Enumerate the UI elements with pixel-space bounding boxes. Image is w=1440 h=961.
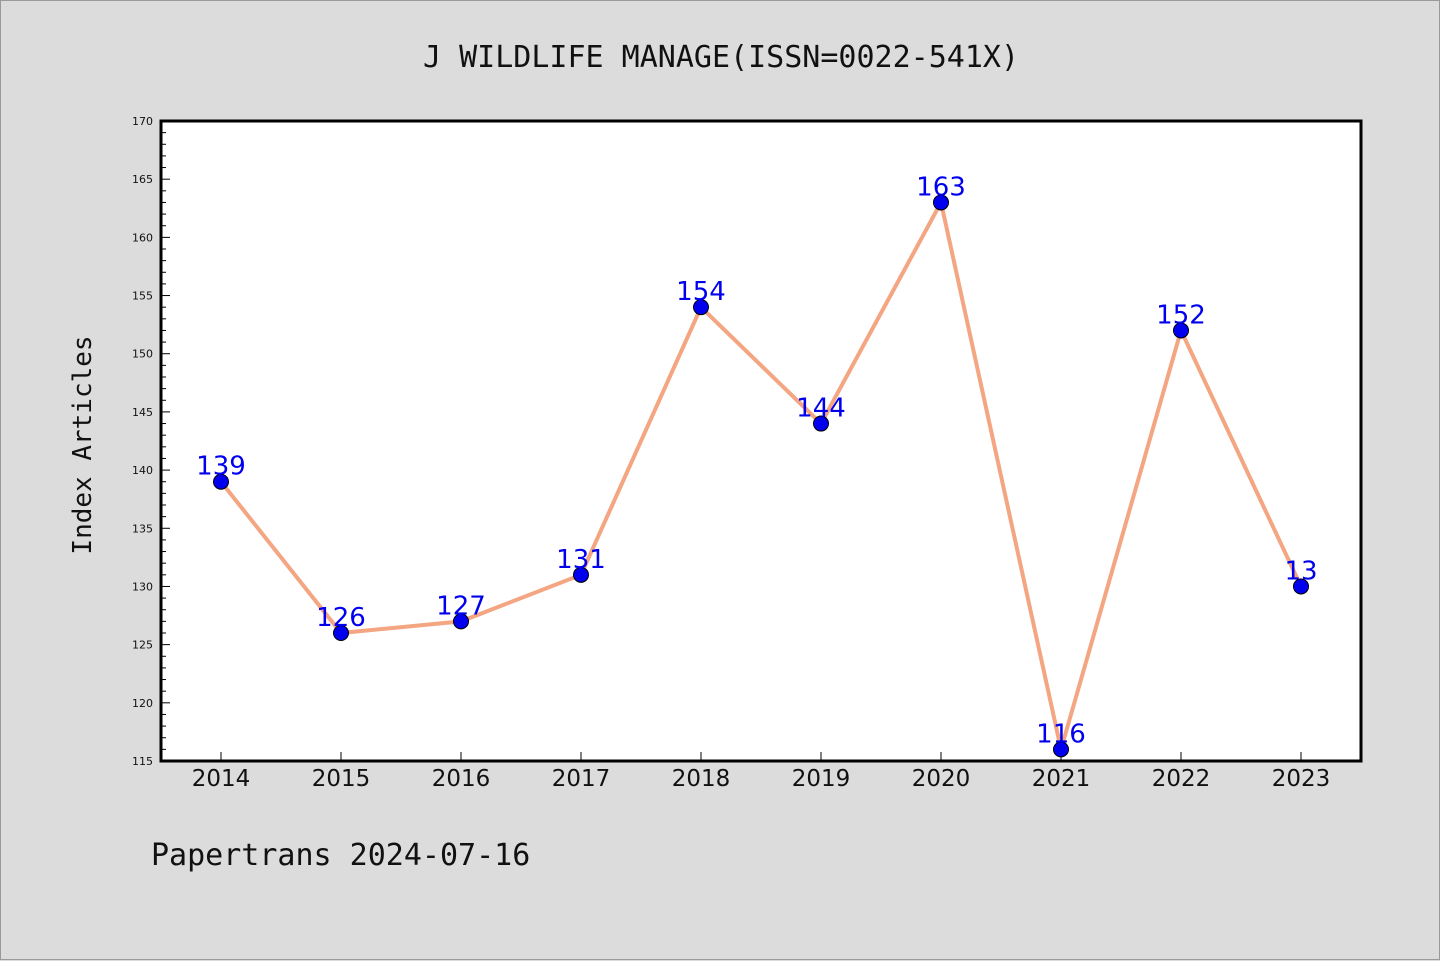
x-tick-label: 2014: [192, 766, 251, 792]
y-tick-label: 165: [132, 173, 153, 186]
data-label: 116: [1036, 719, 1086, 749]
y-tick-label: 125: [132, 639, 153, 652]
plot-area: [161, 121, 1361, 761]
x-tick-label: 2017: [552, 766, 611, 792]
data-point: [333, 625, 349, 641]
series-line-layer: [219, 196, 1303, 750]
data-point: [453, 613, 469, 630]
data-point: [933, 194, 949, 211]
data-label: 144: [796, 394, 846, 424]
y-tick-label: 120: [132, 697, 153, 710]
series-line: [219, 196, 1303, 750]
data-point: [1173, 322, 1189, 339]
y-tick-label: 155: [132, 290, 153, 303]
data-label: 127: [436, 591, 486, 621]
footer-text: Papertrans 2024-07-16: [151, 838, 530, 873]
markers-layer: [213, 194, 1309, 758]
x-tick-label: 2022: [1152, 766, 1211, 792]
data-label: 152: [1156, 300, 1206, 330]
y-axis-label: Index Articles: [68, 335, 98, 554]
x-tick-label: 2016: [432, 766, 491, 792]
x-tick-label: 2020: [912, 766, 971, 792]
x-tick-label: 2015: [312, 766, 371, 792]
data-point: [1053, 741, 1069, 758]
data-point: [1293, 578, 1309, 595]
data-label: 154: [676, 277, 726, 307]
y-tick-label: 115: [132, 755, 153, 768]
tick-labels: 115 120 125 130 135 140 145 150 155 160 165 170 2014…: [132, 115, 1330, 792]
data-label: 139: [196, 452, 246, 482]
y-tick-label: 150: [132, 348, 153, 361]
x-tick-label: 2023: [1272, 766, 1331, 792]
y-tick-label: 145: [132, 406, 153, 419]
data-label: 163: [916, 172, 966, 202]
data-point: [813, 415, 829, 432]
y-tick-label: 130: [132, 580, 153, 593]
data-label: 131: [556, 545, 606, 575]
chart-title: J WILDLIFE MANAGE(ISSN=0022-541X): [423, 40, 1019, 75]
data-label: 13: [1284, 556, 1317, 586]
y-tick-label: 140: [132, 464, 153, 477]
plot-frame: [159, 119, 1363, 763]
x-tick-label: 2018: [672, 766, 731, 792]
x-tick-label: 2019: [792, 766, 851, 792]
data-point: [213, 473, 229, 490]
data-point: [573, 566, 589, 583]
x-tick-label: 2021: [1032, 766, 1091, 792]
data-point: [693, 299, 709, 316]
y-tick-label: 160: [132, 231, 153, 244]
data-label: 126: [316, 603, 366, 633]
y-tick-label: 135: [132, 522, 153, 535]
data-labels: 139 126 127 131 154 144 163 116 152 13: [196, 172, 1317, 749]
y-tick-label: 170: [132, 115, 153, 128]
